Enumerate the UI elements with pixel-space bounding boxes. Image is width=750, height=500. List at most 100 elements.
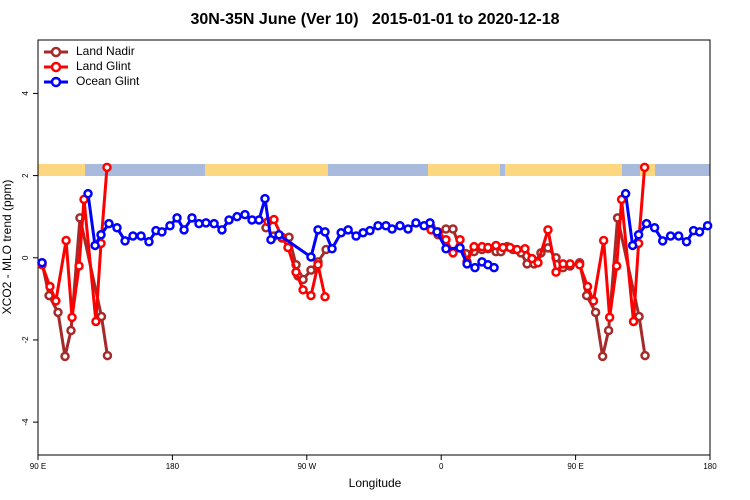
x-tick-label: 180 — [703, 462, 717, 471]
point — [128, 231, 138, 241]
point — [634, 311, 644, 322]
point — [365, 225, 375, 236]
y-tick-label: -2 — [21, 336, 30, 344]
point — [373, 220, 383, 231]
plot-frame — [37, 39, 711, 456]
point — [673, 231, 684, 241]
point — [582, 281, 593, 292]
x-tick-label: 90 E — [30, 462, 46, 471]
point — [543, 225, 553, 235]
x-axis-label: Longitude — [349, 476, 402, 490]
legend-label: Land Glint — [76, 59, 131, 73]
x-tick-label: 0 — [439, 462, 444, 471]
point — [455, 234, 465, 245]
point — [620, 188, 631, 199]
chart-title: 30N-35N June (Ver 10) 2015-01-01 to 2020… — [190, 11, 559, 28]
point — [269, 214, 279, 225]
point — [306, 265, 316, 275]
point — [165, 220, 175, 231]
point — [395, 220, 405, 231]
point — [274, 230, 284, 240]
point — [639, 162, 650, 173]
y-tick-label: 4 — [21, 91, 30, 96]
y-tick-label: 0 — [21, 255, 30, 260]
point — [702, 220, 713, 231]
point — [187, 213, 197, 223]
point — [448, 224, 458, 234]
point — [45, 281, 55, 292]
point — [266, 234, 276, 245]
point — [201, 218, 211, 228]
land-band — [38, 164, 85, 176]
point — [67, 312, 77, 323]
x-tick-label: 180 — [166, 462, 180, 471]
point — [657, 236, 668, 246]
x-tick-label: 90 E — [567, 462, 583, 471]
point — [291, 267, 301, 277]
point — [60, 351, 70, 362]
point — [403, 224, 413, 234]
point — [598, 235, 609, 246]
point — [120, 236, 130, 246]
point — [640, 350, 650, 361]
y-tick-label: 2 — [21, 173, 30, 178]
point — [136, 231, 146, 241]
point — [74, 261, 84, 271]
point — [232, 211, 242, 222]
point — [343, 225, 353, 235]
point — [313, 260, 323, 270]
point — [102, 350, 113, 361]
point — [483, 242, 493, 253]
point — [441, 243, 451, 254]
x-tick-label: 90 W — [297, 462, 316, 471]
point — [411, 218, 421, 228]
point — [144, 236, 154, 247]
point — [527, 253, 537, 264]
point — [565, 259, 575, 269]
point — [320, 292, 330, 302]
y-axis-label: XCO2 - MLO trend (ppm) — [0, 180, 14, 315]
point — [104, 218, 114, 229]
point — [432, 227, 442, 237]
y-tick-label: -4 — [21, 418, 30, 426]
point — [306, 252, 316, 262]
point — [603, 325, 614, 336]
point — [649, 223, 660, 233]
point — [209, 218, 219, 229]
point — [462, 259, 472, 269]
point — [53, 307, 63, 318]
point — [470, 262, 480, 273]
point — [61, 235, 71, 246]
point — [455, 243, 465, 253]
land-band — [505, 164, 622, 176]
point — [425, 218, 435, 228]
point — [611, 261, 622, 271]
point — [240, 209, 250, 220]
point — [217, 225, 227, 235]
point — [469, 241, 479, 252]
legend-marker — [50, 61, 62, 73]
point — [90, 240, 100, 251]
point — [327, 243, 337, 254]
point — [37, 257, 47, 268]
land-band — [205, 164, 328, 176]
point — [574, 260, 585, 270]
legend-label: Ocean Glint — [76, 74, 140, 88]
legend-label: Land Nadir — [76, 44, 135, 58]
point — [627, 240, 638, 251]
point — [588, 296, 599, 306]
point — [665, 231, 676, 241]
point — [157, 227, 167, 237]
point — [489, 262, 499, 273]
point — [102, 162, 112, 173]
point — [551, 267, 561, 277]
point — [83, 188, 93, 199]
point — [520, 243, 530, 254]
point — [641, 218, 652, 229]
point — [448, 248, 458, 258]
point — [533, 257, 543, 268]
point — [590, 307, 601, 318]
point — [681, 236, 692, 247]
point — [254, 215, 264, 225]
point — [51, 296, 61, 306]
